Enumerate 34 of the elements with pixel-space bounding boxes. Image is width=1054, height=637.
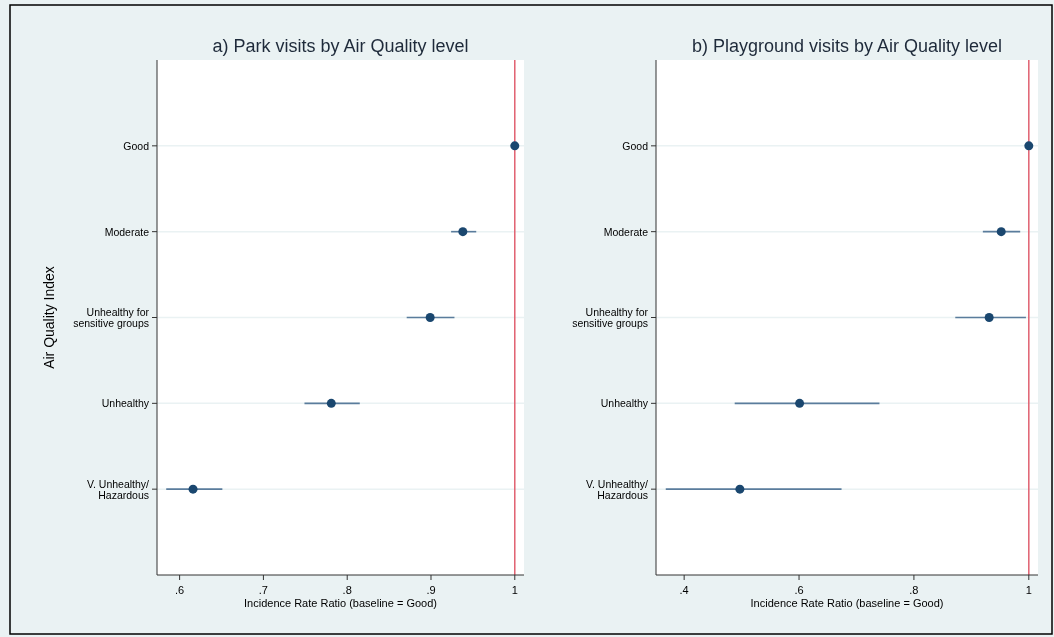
point [996, 227, 1006, 237]
point [326, 398, 336, 408]
point [795, 398, 805, 408]
y-tick-label: V. Unhealthy/ Hazardous [585, 477, 649, 501]
chart-title: b) Playground visits by Air Quality level [691, 36, 1003, 56]
y-tick-label: Good [622, 139, 649, 152]
y-tick-label: Moderate [603, 225, 649, 238]
x-tick-label: .9 [426, 584, 436, 596]
chart-title: a) Park visits by Air Quality level [212, 36, 469, 56]
point [188, 484, 198, 494]
x-tick-label: .6 [175, 584, 185, 596]
point [1024, 141, 1034, 151]
x-tick-label: .6 [794, 584, 804, 596]
y-tick-label: Unhealthy [101, 397, 150, 410]
y-tick-label: Unhealthy [600, 397, 649, 410]
point [510, 141, 520, 151]
y-tick-label: Moderate [104, 225, 150, 238]
x-axis-title: Incidence Rate Ratio (baseline = Good) [244, 597, 437, 609]
x-tick-label: .8 [909, 584, 919, 596]
point [984, 313, 994, 322]
x-tick-label: 1 [511, 584, 518, 596]
y-tick-label: Unhealthy for sensitive groups [73, 306, 150, 329]
x-axis-title: Incidence Rate Ratio (baseline = Good) [750, 597, 944, 609]
x-tick-label: .7 [258, 584, 269, 596]
y-tick-label: V. Unhealthy/ Hazardous [86, 477, 150, 501]
y-axis-title: Air Quality Index [41, 266, 57, 369]
y-tick-label: Good [123, 139, 150, 152]
x-tick-label: .8 [342, 584, 352, 596]
point [425, 313, 435, 322]
x-tick-label: .4 [679, 584, 689, 596]
x-tick-label: 1 [1025, 584, 1032, 596]
point [458, 227, 468, 237]
y-tick-label: Unhealthy for sensitive groups [572, 306, 649, 329]
point [735, 484, 745, 494]
